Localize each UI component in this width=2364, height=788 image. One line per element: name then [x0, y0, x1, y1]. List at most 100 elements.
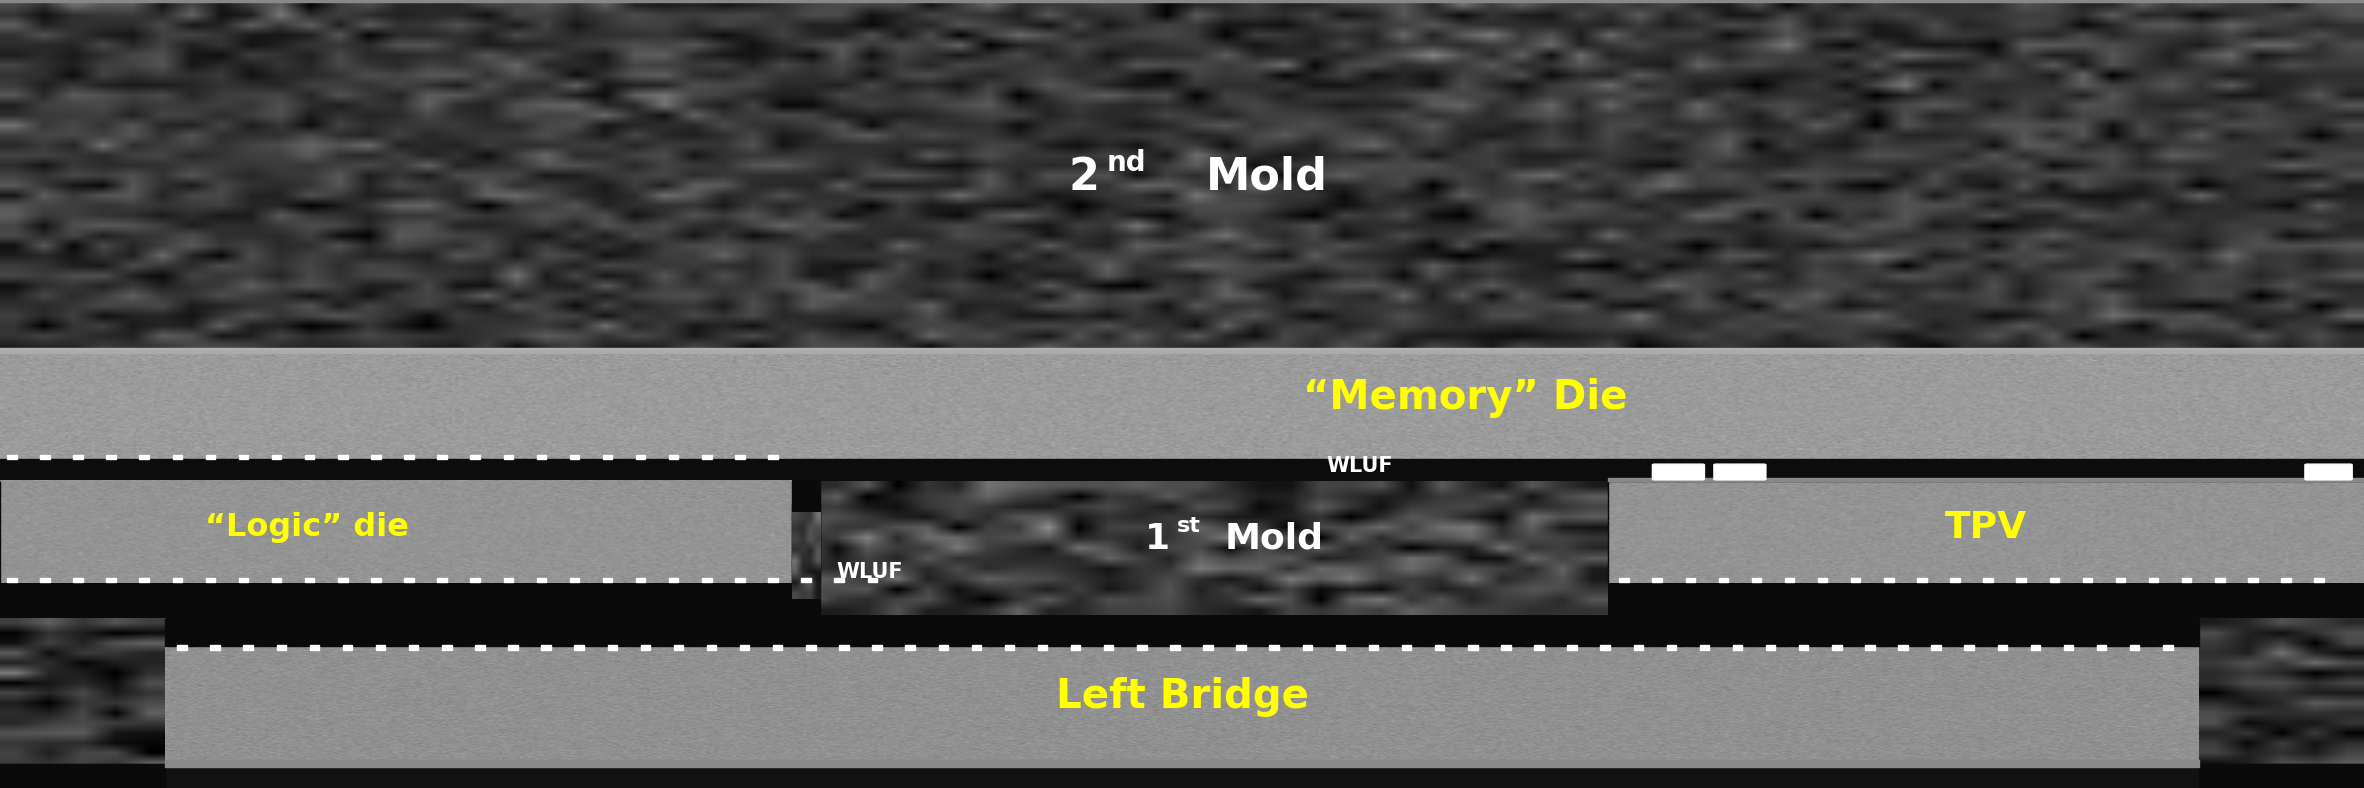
Text: 1: 1	[1144, 522, 1170, 556]
Bar	[106, 455, 116, 459]
Bar	[7, 578, 17, 582]
Text: “Logic” die: “Logic” die	[206, 512, 409, 544]
Bar	[1104, 645, 1113, 650]
Bar	[1038, 645, 1047, 650]
Bar	[1269, 645, 1279, 650]
Bar	[177, 645, 187, 650]
Bar	[1998, 645, 2007, 650]
Bar	[371, 455, 381, 459]
Bar	[1608, 461, 2364, 481]
Bar	[1501, 645, 1511, 650]
Bar	[806, 645, 816, 650]
Bar	[2031, 645, 2040, 650]
Text: nd: nd	[1106, 149, 1147, 177]
Bar	[2182, 578, 2191, 582]
Bar	[603, 455, 612, 459]
Bar	[0, 459, 2364, 481]
Bar	[792, 504, 820, 615]
Bar	[1931, 645, 1941, 650]
Bar	[338, 578, 348, 582]
Bar	[437, 578, 447, 582]
Bar	[1950, 578, 1960, 582]
Bar	[437, 455, 447, 459]
Bar	[442, 645, 452, 650]
Bar	[674, 645, 683, 650]
Bar	[537, 455, 546, 459]
Bar	[608, 645, 617, 650]
FancyBboxPatch shape	[1652, 464, 1704, 480]
Text: Left Bridge: Left Bridge	[1054, 678, 1310, 717]
Bar	[239, 455, 248, 459]
Bar	[707, 645, 716, 650]
Bar	[905, 645, 915, 650]
Bar	[537, 578, 546, 582]
Bar	[376, 645, 385, 650]
Bar	[1884, 578, 1894, 582]
Bar	[409, 645, 418, 650]
Bar	[1832, 645, 1842, 650]
Bar	[305, 455, 314, 459]
Bar	[801, 578, 811, 582]
Bar	[1005, 645, 1014, 650]
Bar	[1303, 645, 1312, 650]
Bar	[173, 455, 182, 459]
Bar	[1634, 645, 1643, 650]
Bar	[1468, 645, 1478, 650]
Text: st: st	[1177, 516, 1201, 537]
Bar	[277, 645, 286, 650]
Bar	[872, 645, 882, 650]
Bar	[40, 578, 50, 582]
Bar	[206, 455, 215, 459]
Bar	[1851, 578, 1860, 582]
Bar	[792, 481, 820, 583]
Bar	[206, 578, 215, 582]
Bar	[475, 645, 485, 650]
Bar	[702, 578, 712, 582]
Bar	[139, 578, 149, 582]
Text: WLUF: WLUF	[1326, 456, 1392, 477]
Bar	[73, 578, 83, 582]
Bar	[343, 645, 352, 650]
Bar	[834, 578, 844, 582]
Bar	[2248, 578, 2258, 582]
Bar	[1865, 645, 1875, 650]
Text: Mold: Mold	[1225, 522, 1324, 556]
Bar	[603, 578, 612, 582]
Bar	[1203, 645, 1213, 650]
Bar	[0, 764, 165, 788]
Bar	[1336, 645, 1345, 650]
Bar	[570, 578, 579, 582]
Text: WLUF: WLUF	[837, 562, 903, 582]
Bar	[1983, 578, 1993, 582]
Bar	[7, 455, 17, 459]
Bar	[338, 455, 348, 459]
Bar	[1652, 578, 1662, 582]
Bar	[669, 578, 678, 582]
Bar	[773, 645, 782, 650]
Bar	[1567, 645, 1577, 650]
Bar	[73, 455, 83, 459]
Bar	[173, 578, 182, 582]
Bar	[2050, 578, 2059, 582]
Bar	[239, 578, 248, 582]
Bar	[839, 645, 849, 650]
Bar	[210, 645, 220, 650]
Bar	[2064, 645, 2073, 650]
Bar	[1369, 645, 1378, 650]
Bar	[272, 578, 281, 582]
Bar	[0, 0, 2364, 2]
Bar	[2314, 578, 2324, 582]
Bar	[939, 645, 948, 650]
Bar	[40, 455, 50, 459]
Bar	[702, 455, 712, 459]
Bar	[2149, 578, 2158, 582]
Bar	[2215, 578, 2225, 582]
Bar	[1071, 645, 1080, 650]
FancyBboxPatch shape	[1714, 464, 1766, 480]
FancyBboxPatch shape	[2305, 464, 2352, 480]
Bar	[470, 578, 480, 582]
Bar	[470, 455, 480, 459]
Bar	[1600, 645, 1610, 650]
Bar	[1236, 645, 1246, 650]
Bar	[2199, 764, 2364, 788]
